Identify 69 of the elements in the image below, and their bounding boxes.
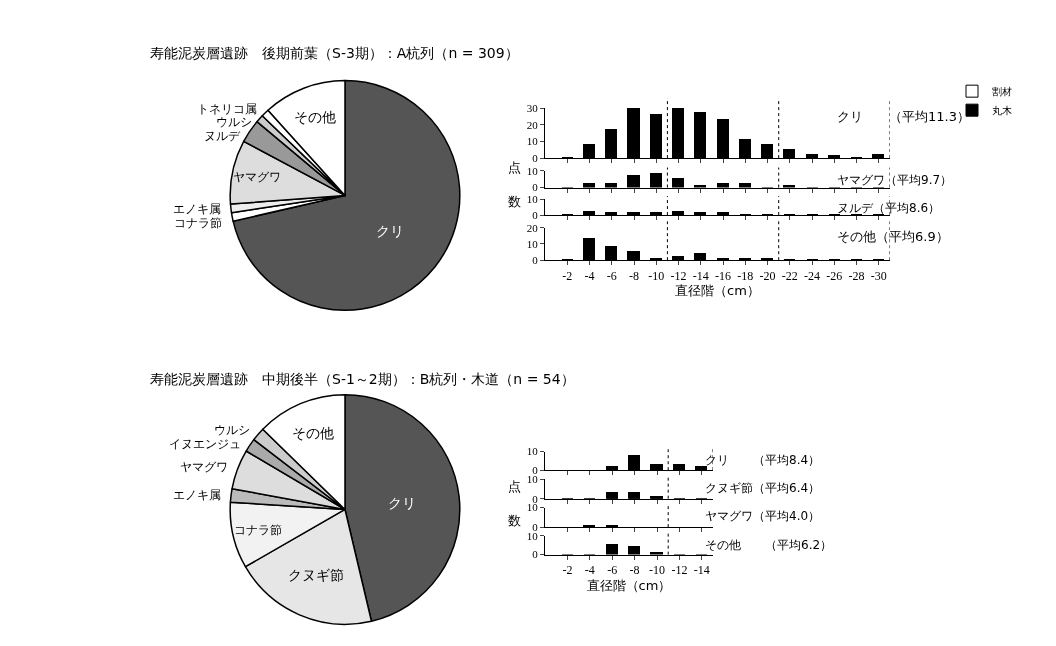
x-tick-label: -26 (826, 268, 843, 283)
y-tick-label: 0 (532, 464, 539, 477)
slice-label: ヤマグワ (180, 460, 228, 474)
slice-label: ウルシ (214, 423, 250, 437)
chart-title: その他（平均6.9） (837, 229, 949, 244)
text: 点数 (508, 479, 521, 528)
x-tick-label: -8 (629, 563, 640, 578)
x-tick-label: -6 (607, 563, 618, 578)
x-tick-label: -30 (870, 268, 887, 283)
x-tick-label: -24 (804, 268, 821, 283)
x-axis-title: 直径階（cm） (675, 283, 760, 299)
x-tick-label: -16 (715, 268, 732, 283)
slice-label: クヌギ節 (288, 567, 345, 584)
slice-label: エノキ属 (173, 488, 221, 502)
slice-label: ヤマグワ (233, 170, 282, 185)
slice-label: トネリコ属 (197, 102, 257, 116)
slice-label: コナラ節 (234, 523, 283, 538)
x-tick-label: -20 (759, 268, 776, 283)
x-tick-label: -10 (649, 563, 665, 578)
y-tick-label: 10 (526, 445, 539, 458)
slice-label: コナラ節 (174, 216, 222, 230)
y-tick-label: 0 (532, 208, 539, 221)
y-tick-label: 10 (526, 135, 539, 148)
y-tick-label: 0 (532, 254, 539, 267)
text: クリ （平均8.4） (705, 453, 821, 467)
x-tick-label: -22 (781, 268, 798, 283)
x-tick-label: -6 (606, 268, 617, 283)
x-tick-label: -28 (848, 268, 865, 283)
x-tick-label: -14 (692, 268, 709, 283)
text: クヌギ節（平均6.4） (705, 481, 821, 495)
x-tick-label: -4 (584, 563, 595, 578)
slice-label: クリ (388, 494, 417, 511)
chart-title: ヤマグワ（平均9.7） (837, 173, 953, 187)
x-tick-label: -12 (671, 563, 688, 578)
y-tick-label: 10 (526, 193, 539, 206)
chart-title: ヌルデ（平均8.6） (837, 201, 941, 215)
text: その他 （平均6.2） (705, 538, 833, 552)
x-tick-label: -18 (737, 268, 754, 283)
x-tick-label: -12 (670, 268, 687, 283)
y-tick-label: 0 (532, 151, 539, 164)
x-tick-label: -2 (562, 563, 573, 578)
x-axis-title: 直径階（cm） (586, 577, 672, 593)
chart-title: クリ （平均11.3） (837, 109, 970, 124)
slice-label: クリ (375, 223, 404, 240)
text: ヤマグワ（平均4.0） (705, 509, 821, 523)
y-tick-label: 10 (526, 164, 539, 177)
y-tick-label: 20 (526, 118, 539, 131)
slice-label: エノキ属 (173, 202, 221, 216)
y-tick-label: 10 (526, 237, 539, 250)
slice-label: その他 (291, 425, 334, 442)
y-tick-label: 30 (526, 101, 539, 114)
x-tick-label: -4 (584, 268, 595, 283)
x-tick-label: -10 (648, 268, 665, 283)
legend-label: 割材 (992, 86, 1012, 98)
x-tick-label: -2 (562, 268, 573, 283)
text: 点数 (508, 160, 521, 209)
x-tick-label: -14 (693, 563, 710, 578)
slice-label: その他 (293, 108, 336, 125)
slice-label: ヌルデ (204, 129, 241, 143)
y-tick-label: 0 (532, 548, 539, 561)
legend-label: 丸木 (992, 105, 1012, 117)
y-tick-label: 0 (532, 181, 539, 194)
y-tick-label: 0 (532, 520, 539, 533)
x-tick-label: -8 (629, 268, 640, 283)
y-tick-label: 20 (526, 221, 539, 234)
slice-label: ウルシ (216, 115, 252, 129)
chart-title: 寿能泥炭層遺跡 後期前葉（S-3期）：A杭列（n = 309） (150, 45, 519, 61)
slice-label: イヌエンジュ (169, 437, 241, 451)
chart-title: 寿能泥炭層遺跡 中期後半（S-1～2期）：B杭列・木道（n = 54） (150, 371, 575, 387)
